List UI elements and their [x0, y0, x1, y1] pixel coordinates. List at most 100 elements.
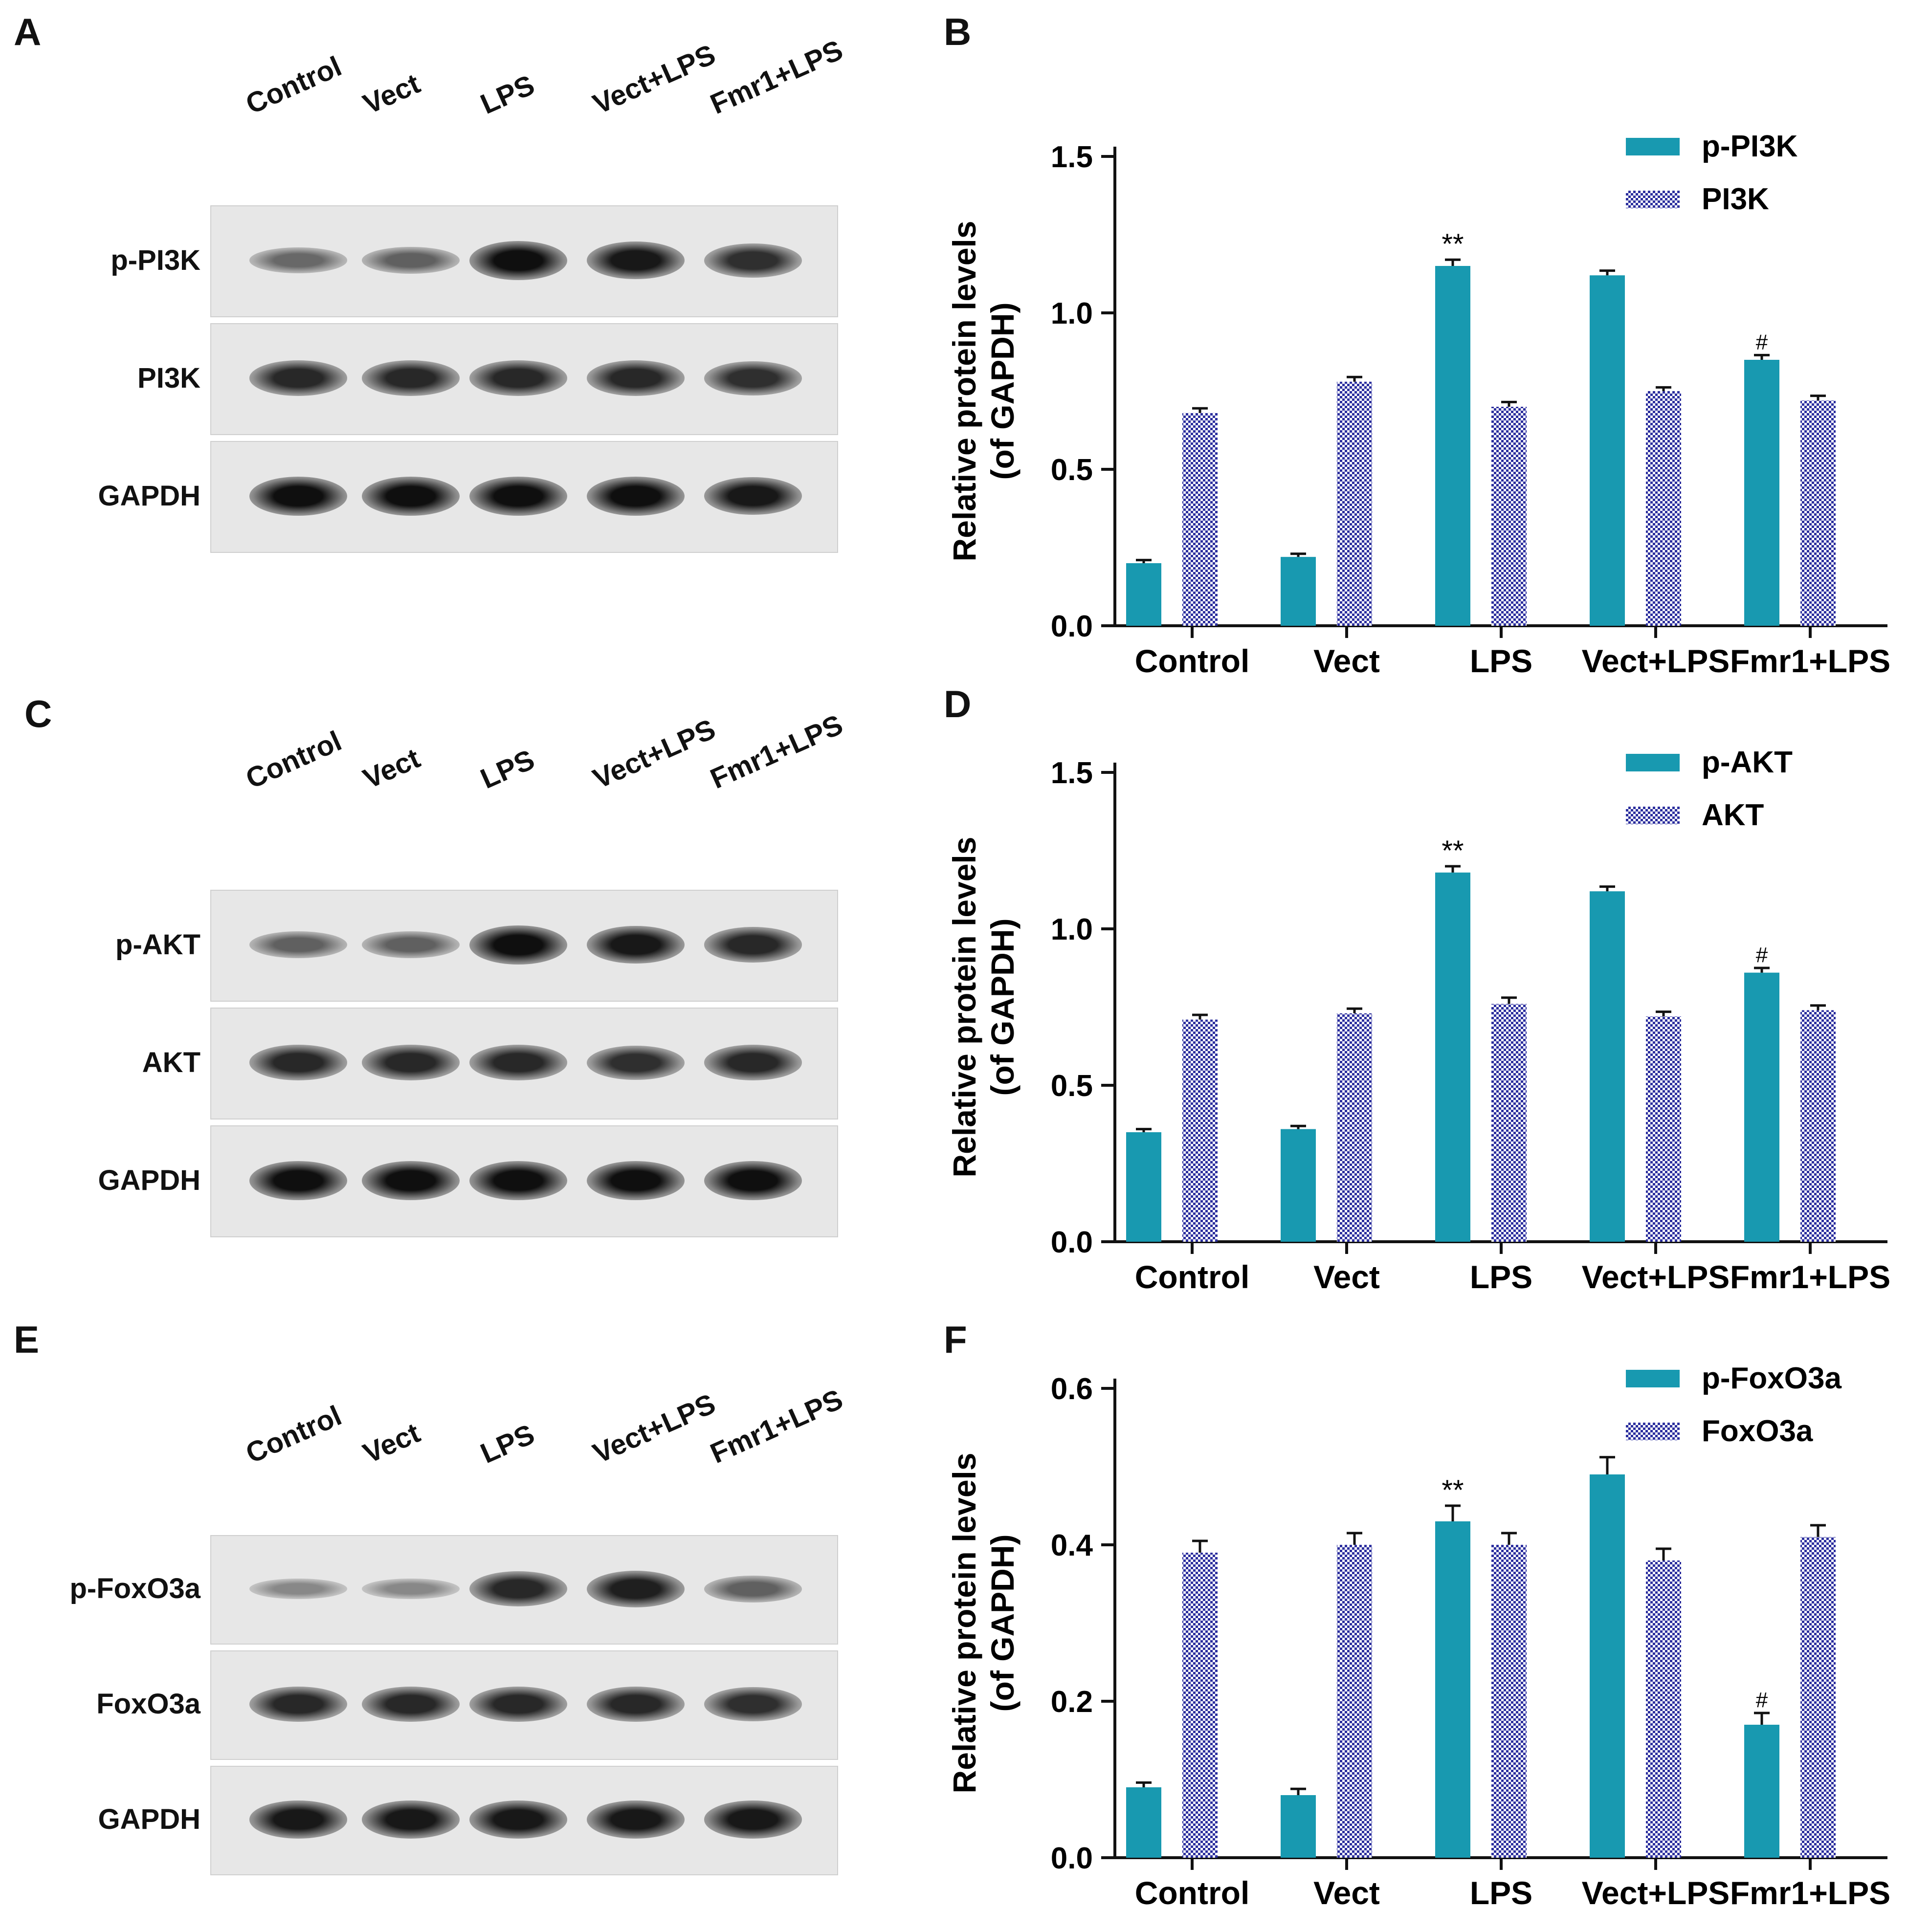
bar-pi3k — [1337, 381, 1372, 626]
blot-band — [469, 1686, 567, 1722]
lane-label-vect-lps: Vect+LPS — [588, 713, 720, 795]
bar-p-akt — [1435, 872, 1470, 1242]
bar-chart-pi3k: Relative protein levels(of GAPDH) 0.0 0.5 1… — [946, 130, 1890, 679]
blot-band — [249, 1045, 347, 1080]
bar-pi3k — [1182, 413, 1218, 626]
lane-label-lps: LPS — [476, 743, 539, 795]
bar-foxo3a — [1800, 1537, 1836, 1858]
western-blot-pi3k: Control Vect LPS Vect+LPS Fmr1+LPS p-PI3K PI3K… — [0, 0, 880, 587]
blot-row-label: p-PI3K — [111, 244, 200, 276]
bar-p-pi3k — [1281, 557, 1316, 626]
western-blot-akt: Control Vect LPS Vect+LPS Fmr1+LPS p-AKT AKT GA… — [0, 675, 880, 1261]
blot-band — [362, 1161, 460, 1200]
bar-p-foxo3a — [1281, 1795, 1316, 1858]
lane-label-control: Control — [241, 50, 346, 121]
blot-band — [249, 476, 347, 516]
panel-letter-e: E — [14, 1318, 40, 1361]
bar-p-akt — [1744, 972, 1779, 1242]
x-tick-label: Vect — [1313, 1875, 1380, 1911]
x-tick-label: Fmr1+LPS — [1730, 643, 1890, 679]
blot-band — [587, 360, 685, 396]
lane-label-vect: Vect — [358, 742, 425, 795]
panel-letter-b: B — [944, 10, 972, 53]
y-tick-label: 0.0 — [1051, 1226, 1093, 1259]
blot-band — [362, 360, 460, 396]
blot-band — [587, 1686, 685, 1722]
lane-label-lps: LPS — [476, 68, 539, 121]
y-tick-label: 1.0 — [1051, 913, 1093, 946]
blot-band — [249, 1161, 347, 1200]
legend-swatch — [1626, 1423, 1680, 1440]
blot-band — [362, 1045, 460, 1080]
blot-band — [249, 1800, 347, 1839]
legend-label: p-PI3K — [1702, 130, 1798, 163]
blot-row-label: p-FoxO3a — [69, 1573, 201, 1604]
blot-band — [587, 1800, 685, 1839]
bar-p-foxo3a — [1435, 1521, 1470, 1858]
y-tick-label: 1.5 — [1051, 140, 1093, 174]
bar-chart-akt: Relative protein levels(of GAPDH) 0.0 0.5 1… — [946, 746, 1890, 1295]
y-tick-label: 0.2 — [1051, 1685, 1093, 1719]
blot-band — [587, 1161, 685, 1200]
bar-akt — [1337, 1013, 1372, 1242]
legend-label: p-AKT — [1702, 746, 1793, 779]
blot-band — [469, 1161, 567, 1200]
legend-label: p-FoxO3a — [1702, 1361, 1841, 1395]
panel-letter-d: D — [944, 682, 972, 725]
blot-band — [704, 1045, 802, 1080]
blot-band — [469, 1800, 567, 1839]
y-axis-label: Relative protein levels(of GAPDH) — [946, 1453, 1021, 1794]
bar-p-foxo3a — [1744, 1725, 1779, 1858]
x-tick-label: Fmr1+LPS — [1730, 1875, 1890, 1911]
blot-band — [249, 247, 347, 273]
blot-band — [249, 360, 347, 396]
x-tick-label: Vect+LPS — [1582, 1875, 1730, 1911]
blot-band — [587, 241, 685, 280]
y-tick-label: 0.4 — [1051, 1529, 1093, 1562]
y-tick-label: 1.5 — [1051, 756, 1093, 790]
lane-label-vect-lps: Vect+LPS — [588, 1387, 720, 1470]
blot-row-label: AKT — [142, 1046, 200, 1078]
blot-band — [587, 1570, 685, 1607]
legend-swatch — [1626, 754, 1680, 771]
blot-band — [704, 927, 802, 963]
significance-marker: ** — [1442, 1474, 1464, 1506]
y-axis-label: Relative protein levels(of GAPDH) — [946, 837, 1021, 1178]
significance-marker: # — [1756, 330, 1768, 354]
bar-foxo3a — [1182, 1553, 1218, 1858]
x-tick-label: LPS — [1470, 1259, 1532, 1295]
x-tick-label: Control — [1135, 1259, 1250, 1295]
x-tick-label: Vect+LPS — [1582, 643, 1730, 679]
blot-band — [704, 243, 802, 278]
lane-label-vect-lps: Vect+LPS — [588, 38, 720, 121]
bar-pi3k — [1491, 407, 1527, 626]
bar-p-pi3k — [1744, 360, 1779, 626]
bar-akt — [1182, 1019, 1218, 1242]
blot-band — [362, 1800, 460, 1839]
blot-row-label: FoxO3a — [96, 1688, 200, 1720]
legend-swatch — [1626, 191, 1680, 208]
panel-letter-a: A — [14, 10, 42, 53]
bar-akt — [1491, 1004, 1527, 1242]
y-tick-label: 0.0 — [1051, 1842, 1093, 1875]
blot-band — [704, 361, 802, 395]
lane-label-fmr1-lps: Fmr1+LPS — [706, 34, 848, 121]
blot-band — [704, 1161, 802, 1200]
western-blot-foxo3a: Control Vect LPS Vect+LPS Fmr1+LPS p-FoxO3a Fo… — [0, 1310, 880, 1897]
blot-row-label: PI3K — [137, 362, 200, 394]
x-tick-label: Fmr1+LPS — [1730, 1259, 1890, 1295]
blot-row-label: GAPDH — [98, 1803, 200, 1835]
lane-label-control: Control — [241, 1399, 346, 1470]
lane-label-control: Control — [241, 724, 346, 795]
bar-p-pi3k — [1435, 266, 1470, 626]
blot-band — [704, 1575, 802, 1603]
bar-p-foxo3a — [1590, 1474, 1625, 1858]
blot-band — [362, 476, 460, 516]
panel-letter-f: F — [944, 1318, 967, 1361]
bar-p-akt — [1281, 1129, 1316, 1242]
legend-label: FoxO3a — [1702, 1414, 1813, 1448]
blot-band — [362, 1578, 460, 1600]
blot-band — [469, 1045, 567, 1080]
lane-label-lps: LPS — [476, 1418, 539, 1470]
lane-label-fmr1-lps: Fmr1+LPS — [706, 1383, 848, 1470]
